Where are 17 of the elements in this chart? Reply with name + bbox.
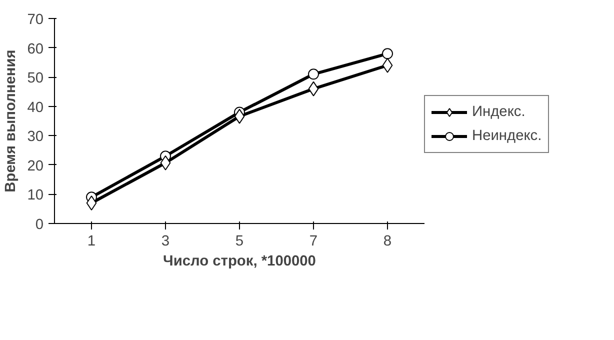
y-tick-label: 20 [27, 158, 44, 174]
y-tick-label: 0 [35, 217, 44, 233]
legend-label: Неиндекс. [472, 128, 542, 144]
x-axis-title: Число строк, *100000 [163, 254, 316, 270]
x-tick-label: 8 [383, 234, 392, 250]
x-tick-label: 7 [309, 234, 318, 250]
y-tick-label: 50 [27, 70, 44, 87]
x-tick-label: 5 [235, 234, 244, 250]
y-tick-label: 60 [27, 41, 44, 58]
legend-label: Индекс. [472, 104, 526, 120]
y-tick-label: 40 [27, 100, 44, 116]
x-tick-label: 1 [87, 234, 96, 250]
y-tick-label: 70 [27, 12, 44, 28]
y-tick-label: 10 [27, 188, 44, 204]
x-tick-label: 3 [161, 234, 170, 250]
y-axis-title: Время выполнения [3, 50, 20, 192]
y-tick-label: 30 [27, 129, 44, 146]
